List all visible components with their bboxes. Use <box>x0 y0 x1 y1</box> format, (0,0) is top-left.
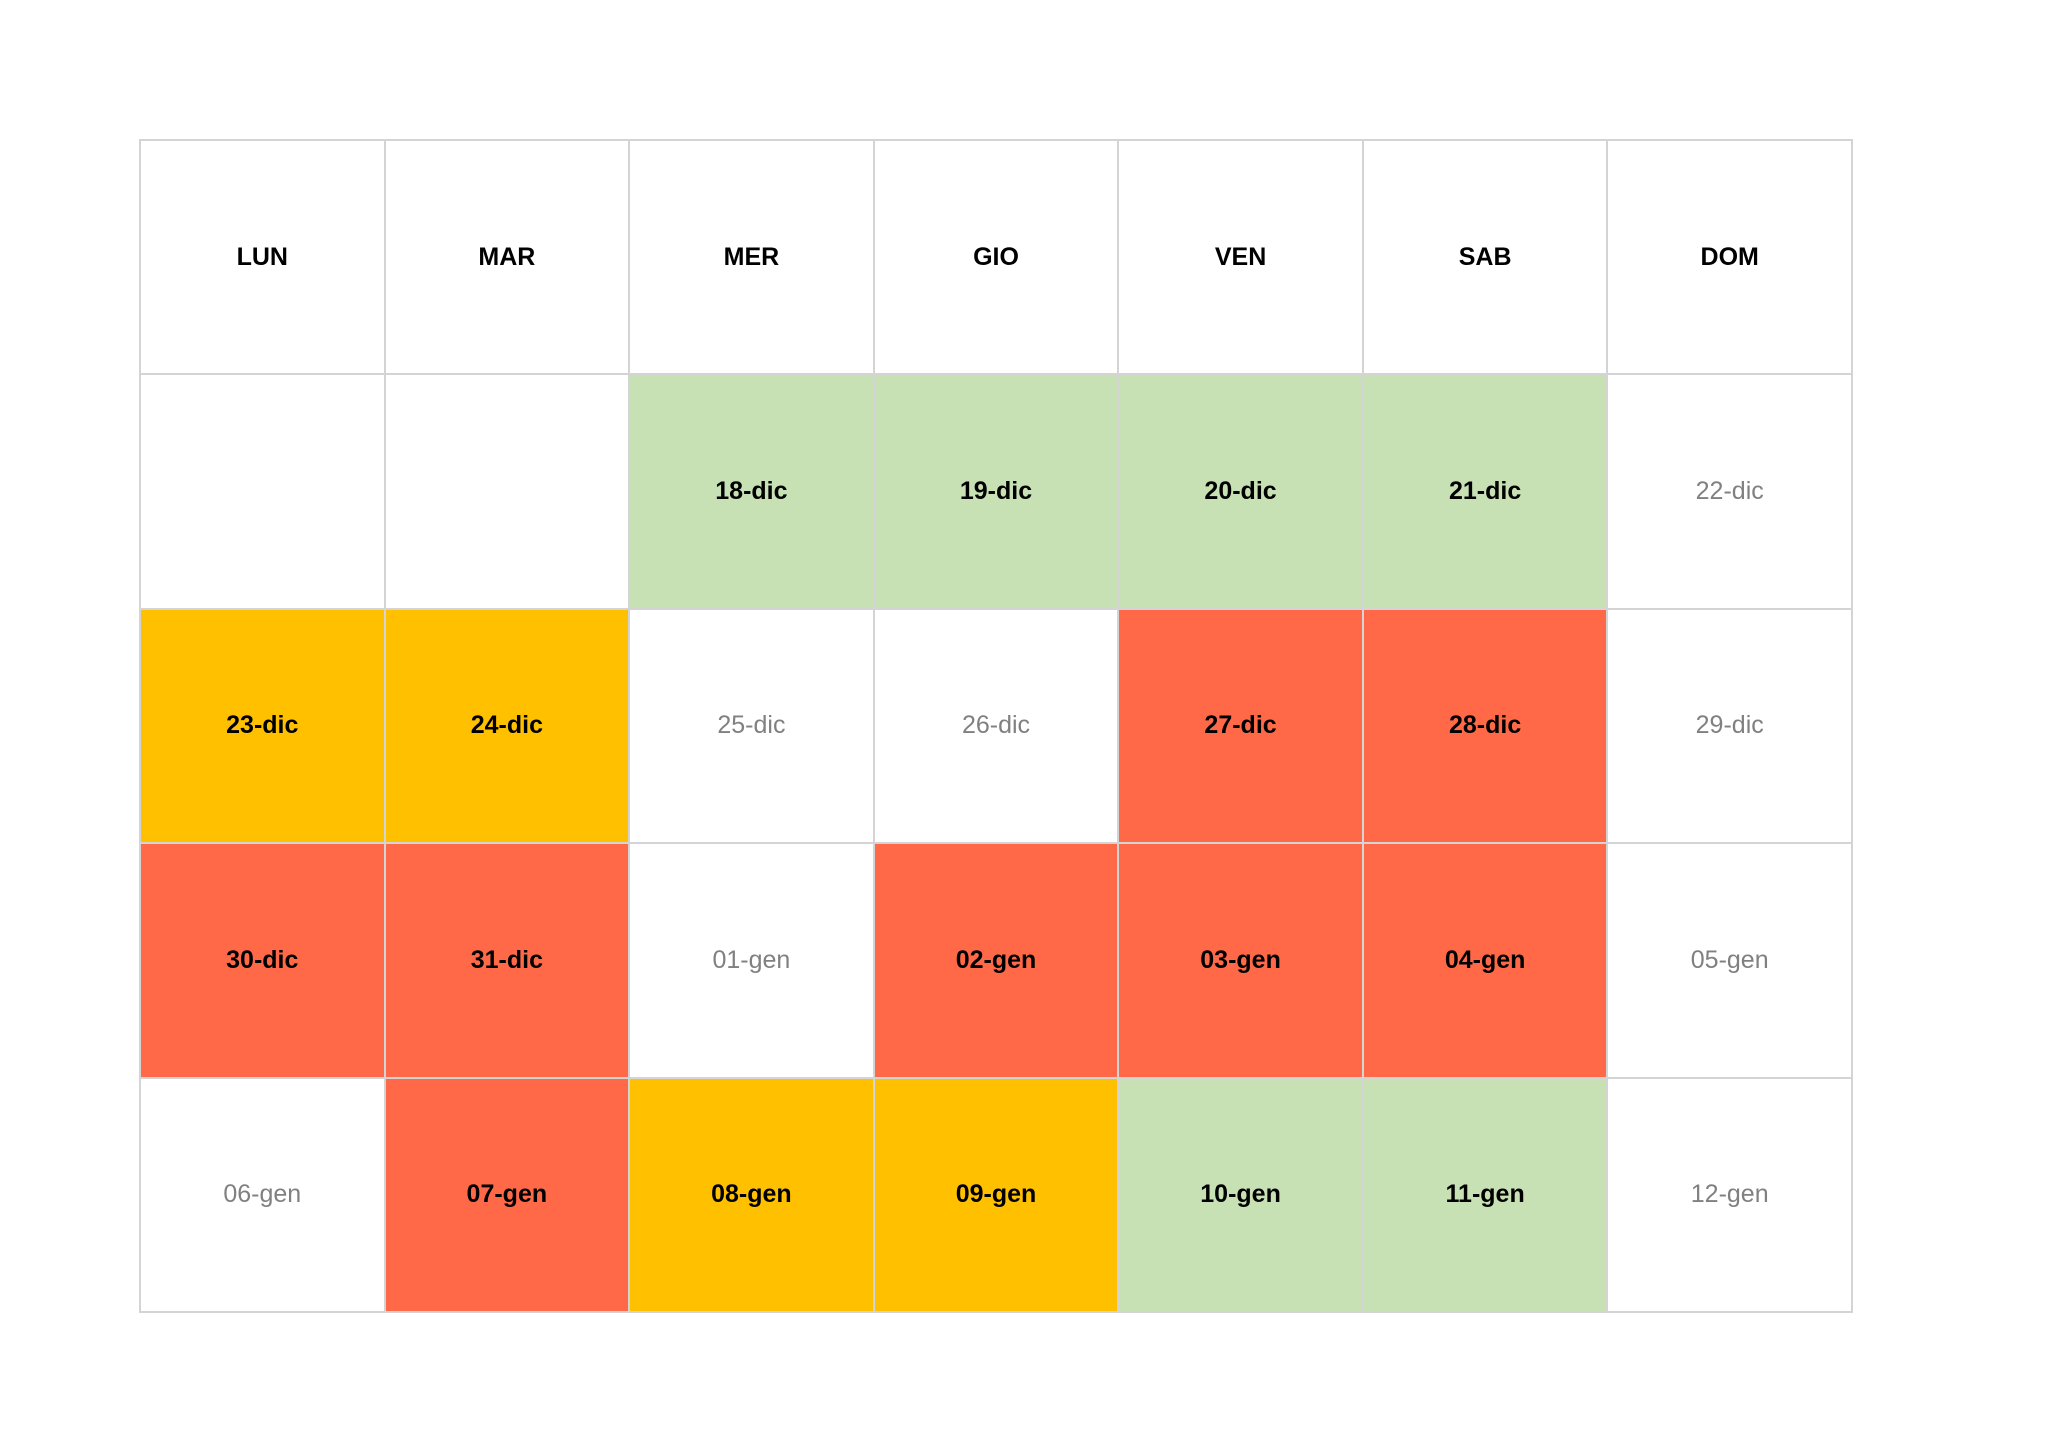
day-cell: 21-dic <box>1363 375 1609 610</box>
day-cell: 19-dic <box>874 375 1120 610</box>
day-cell: 26-dic <box>874 609 1120 845</box>
weekday-header-wed: MER <box>630 141 875 376</box>
calendar-grid: LUN MAR MER GIO VEN SAB DOM 18-dic 19-di… <box>139 139 1853 1313</box>
day-cell: 07-gen <box>385 1078 631 1313</box>
day-cell: 24-dic <box>385 609 631 845</box>
day-cell: 09-gen <box>874 1078 1120 1313</box>
day-cell: 03-gen <box>1119 844 1364 1079</box>
day-cell: 27-dic <box>1119 609 1364 845</box>
day-cell: 25-dic <box>630 609 875 845</box>
day-cell: 02-gen <box>874 844 1120 1079</box>
weekday-header-sun: DOM <box>1608 141 1853 376</box>
weekday-header-thu: GIO <box>874 141 1120 376</box>
day-cell: 05-gen <box>1608 844 1853 1079</box>
day-cell: 28-dic <box>1363 609 1609 845</box>
day-cell: 30-dic <box>141 844 386 1079</box>
day-cell: 08-gen <box>630 1078 875 1313</box>
day-cell: 18-dic <box>630 375 875 610</box>
day-cell <box>385 375 631 610</box>
day-cell: 06-gen <box>141 1078 386 1313</box>
day-cell: 04-gen <box>1363 844 1609 1079</box>
day-cell: 12-gen <box>1608 1078 1853 1313</box>
weekday-header-tue: MAR <box>385 141 631 376</box>
day-cell: 31-dic <box>385 844 631 1079</box>
day-cell: 10-gen <box>1119 1078 1364 1313</box>
day-cell: 01-gen <box>630 844 875 1079</box>
day-cell: 20-dic <box>1119 375 1364 610</box>
day-cell: 22-dic <box>1608 375 1853 610</box>
weekday-header-mon: LUN <box>141 141 386 376</box>
day-cell <box>141 375 386 610</box>
day-cell: 11-gen <box>1363 1078 1609 1313</box>
day-cell: 29-dic <box>1608 609 1853 845</box>
weekday-header-fri: VEN <box>1119 141 1364 376</box>
day-cell: 23-dic <box>141 609 386 845</box>
weekday-header-sat: SAB <box>1363 141 1609 376</box>
